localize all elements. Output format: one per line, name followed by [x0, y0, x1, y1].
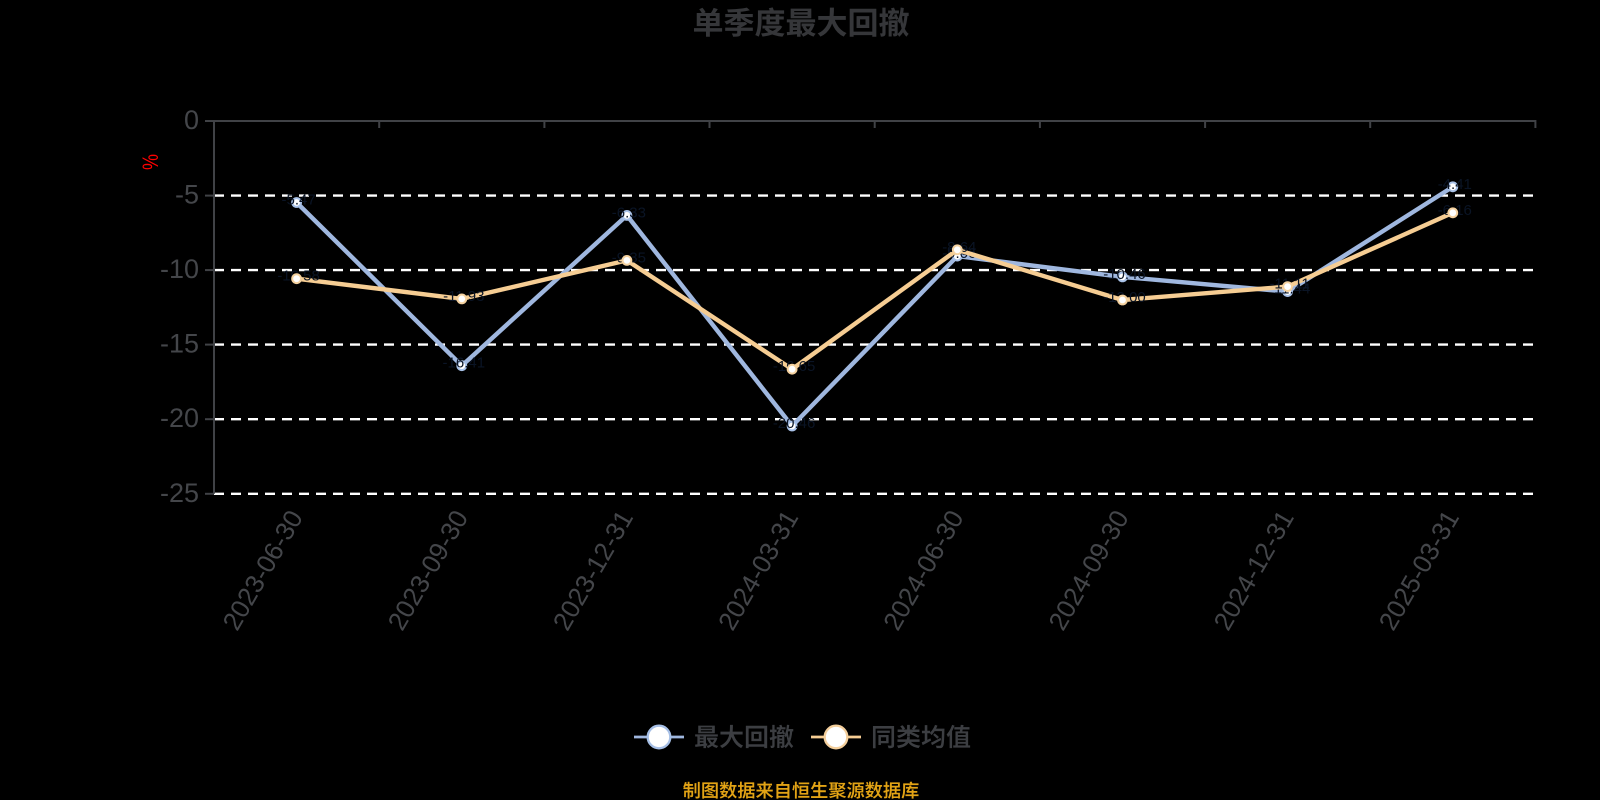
svg-text:-5.47: -5.47	[281, 192, 315, 209]
svg-text:-16.41: -16.41	[443, 355, 486, 372]
svg-text:0: 0	[184, 105, 199, 135]
svg-text:-5: -5	[175, 180, 199, 210]
svg-text:-20: -20	[160, 403, 199, 433]
svg-text:-20.46: -20.46	[773, 415, 816, 432]
svg-text:-6.33: -6.33	[612, 204, 646, 221]
svg-text:-25: -25	[160, 478, 199, 508]
svg-text:-10.46: -10.46	[1103, 266, 1146, 283]
svg-text:-15: -15	[160, 329, 199, 359]
svg-text:-4.41: -4.41	[1438, 176, 1472, 193]
svg-text:-10: -10	[160, 254, 199, 284]
svg-text:%: %	[139, 154, 163, 170]
